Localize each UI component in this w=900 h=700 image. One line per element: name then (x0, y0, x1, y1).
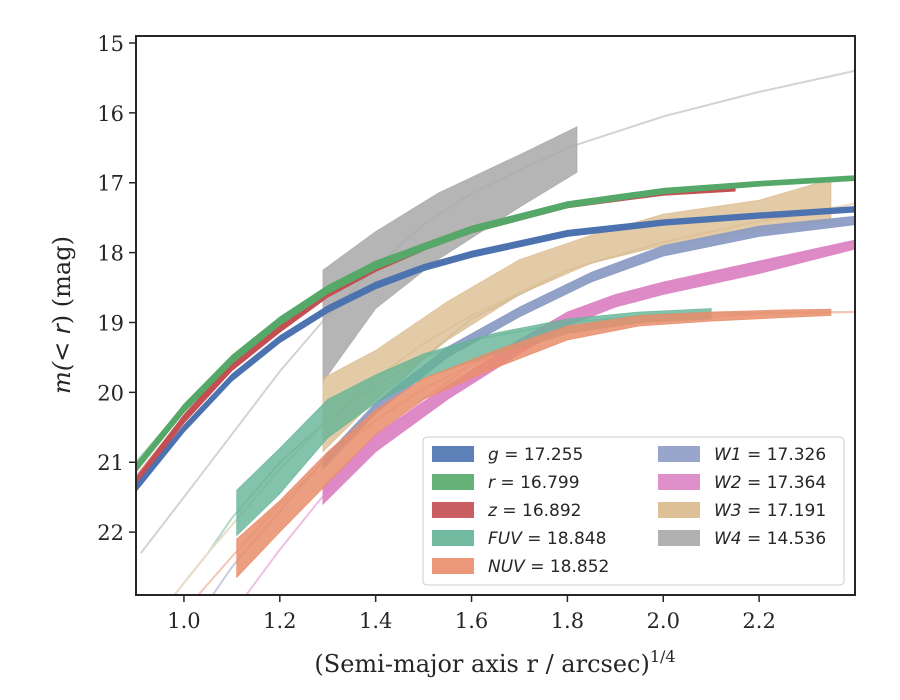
x-tick-label: 1.4 (359, 609, 392, 633)
legend-swatch-nuv (432, 558, 474, 574)
legend-label-w1: W1 = 17.326 (714, 445, 826, 465)
y-axis-ticks: 15 16 17 18 19 20 21 22 (97, 32, 136, 545)
x-axis-ticks: 1.0 1.2 1.4 1.6 1.8 2.0 2.2 (167, 595, 776, 633)
legend-band-name: r (488, 473, 496, 493)
legend-swatch-w1 (658, 446, 700, 462)
legend-swatch-fuv (432, 530, 474, 546)
legend-value: 14.536 (767, 529, 826, 549)
legend-label-z: z = 16.892 (487, 501, 581, 521)
legend-band-name: FUV (488, 529, 523, 549)
legend-label-fuv: FUV = 18.848 (488, 529, 606, 549)
legend-equals: = (742, 529, 767, 549)
legend-equals: = (499, 445, 524, 465)
band-w4 (322, 126, 578, 384)
x-tick-label: 1.8 (551, 609, 584, 633)
x-tick-label: 2.2 (742, 609, 775, 633)
legend-equals: = (742, 473, 767, 493)
legend-band-name: W4 (714, 529, 742, 549)
band-g (136, 206, 855, 493)
band-r (136, 175, 855, 473)
legend-label-g: g = 17.255 (488, 445, 583, 465)
y-tick-label: 17 (97, 172, 124, 196)
y-tick-label: 15 (97, 32, 124, 56)
legend-label-r: r = 16.799 (488, 473, 580, 493)
x-tick-label: 1.2 (263, 609, 296, 633)
legend-swatch-r (432, 474, 474, 490)
y-tick-label: 16 (97, 102, 124, 126)
legend-equals: = (525, 557, 550, 577)
legend-value: 17.326 (767, 445, 826, 465)
legend-band-name: W1 (714, 445, 742, 465)
x-tick-label: 2.0 (647, 609, 680, 633)
legend-value: 16.892 (522, 501, 581, 521)
legend-label-w3: W3 = 17.191 (714, 501, 826, 521)
legend-equals: = (742, 445, 767, 465)
y-axis-title-prefix: m( (48, 361, 76, 394)
x-axis-title: (Semi-major axis r / arcsec)1/4 (314, 647, 675, 678)
legend: g = 17.255 r = 16.799 z = 16.892 FUV = 18.8… (422, 436, 845, 586)
x-tick-label: 1.6 (455, 609, 488, 633)
legend-value: 17.255 (524, 445, 583, 465)
legend-swatch-z (432, 502, 474, 518)
legend-value: 17.191 (767, 501, 826, 521)
legend-label-nuv: NUV = 18.852 (488, 557, 609, 577)
legend-equals: = (495, 473, 520, 493)
legend-swatch-w2 (658, 474, 700, 490)
y-axis-title-variable: < r (48, 322, 76, 362)
y-tick-label: 19 (97, 311, 124, 335)
y-axis-title-suffix: ) (mag) (48, 236, 76, 324)
x-axis-title-text: (Semi-major axis r / arcsec) (314, 650, 649, 678)
y-tick-label: 20 (97, 381, 124, 405)
legend-band-name: g (488, 445, 499, 465)
data-bands (136, 126, 855, 579)
legend-band-name: W3 (714, 501, 742, 521)
legend-value: 18.848 (547, 529, 606, 549)
legend-value: 17.364 (767, 473, 826, 493)
legend-label-w2: W2 = 17.364 (714, 473, 826, 493)
legend-swatch-w3 (658, 502, 700, 518)
y-tick-label: 18 (97, 242, 124, 266)
legend-label-w4: W4 = 14.536 (714, 529, 826, 549)
plot-frame (135, 35, 856, 596)
legend-box (422, 436, 845, 586)
x-tick-label: 1.0 (167, 609, 200, 633)
legend-value: 16.799 (520, 473, 579, 493)
y-tick-label: 22 (97, 521, 124, 545)
legend-equals: = (497, 501, 522, 521)
y-axis-title: m(< r) (mag) (48, 236, 76, 394)
x-axis-title-exponent: 1/4 (650, 647, 676, 666)
legend-band-name: NUV (488, 557, 526, 577)
legend-band-name: z (487, 501, 498, 521)
legend-swatch-g (432, 446, 474, 462)
legend-value: 18.852 (550, 557, 609, 577)
y-tick-label: 21 (97, 451, 124, 475)
legend-swatch-w4 (658, 530, 700, 546)
legend-equals: = (742, 501, 767, 521)
legend-equals: = (522, 529, 547, 549)
band-nuv (236, 308, 832, 579)
legend-band-name: W2 (714, 473, 742, 493)
